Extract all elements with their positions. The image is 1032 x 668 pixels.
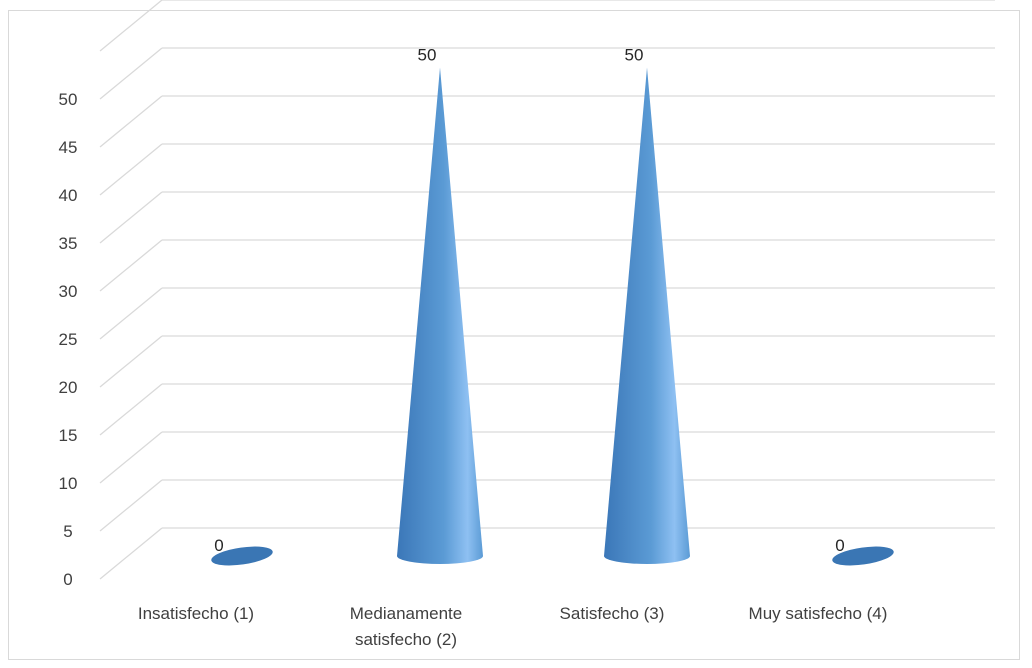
y-tick-label: 30 [59,282,78,301]
y-tick-label: 50 [59,90,78,109]
cone-bar-zero [832,546,894,566]
y-tick-label: 35 [59,234,78,253]
y-tick-label: 20 [59,378,78,397]
x-axis-categories: Insatisfecho (1) Medianamente satisfecho (… [138,604,888,649]
x-category-label: Insatisfecho (1) [138,604,254,623]
data-marks [211,67,894,566]
x-category-label: Muy satisfecho (4) [749,604,888,623]
data-label: 0 [835,536,844,555]
y-tick-label: 25 [59,330,78,349]
data-label: 50 [625,46,644,65]
cone-bar-zero [211,546,273,566]
cone-body [604,67,690,564]
data-label: 0 [214,536,223,555]
gridline-diagonal [99,527,163,580]
gridline-diagonal [99,0,163,52]
x-category-label: Medianamente satisfecho (2) [350,604,462,649]
gridlines [99,0,995,580]
data-label: 50 [418,46,437,65]
y-tick-label: 15 [59,426,78,445]
x-category-label: Satisfecho (3) [560,604,665,623]
gridline-diagonal [99,431,163,484]
gridline-diagonal [99,95,163,148]
cone-body [397,67,483,564]
gridline-diagonal [99,287,163,340]
cone-bar [604,67,690,564]
y-tick-label: 45 [59,138,78,157]
gridline-diagonal [99,191,163,244]
gridline-diagonal [99,143,163,196]
data-labels: 0 50 50 0 [214,46,844,556]
y-axis-ticks: 0 5 10 15 20 25 30 35 40 45 50 [59,90,78,589]
y-tick-label: 5 [63,522,72,541]
gridline-diagonal [99,239,163,292]
y-tick-label: 0 [63,570,72,589]
gridline-diagonal [99,479,163,532]
gridline-diagonal [99,335,163,388]
gridline-diagonal [99,47,163,100]
cone-bar [397,67,483,564]
y-tick-label: 40 [59,186,78,205]
gridline-diagonal [99,383,163,436]
y-tick-label: 10 [59,474,78,493]
